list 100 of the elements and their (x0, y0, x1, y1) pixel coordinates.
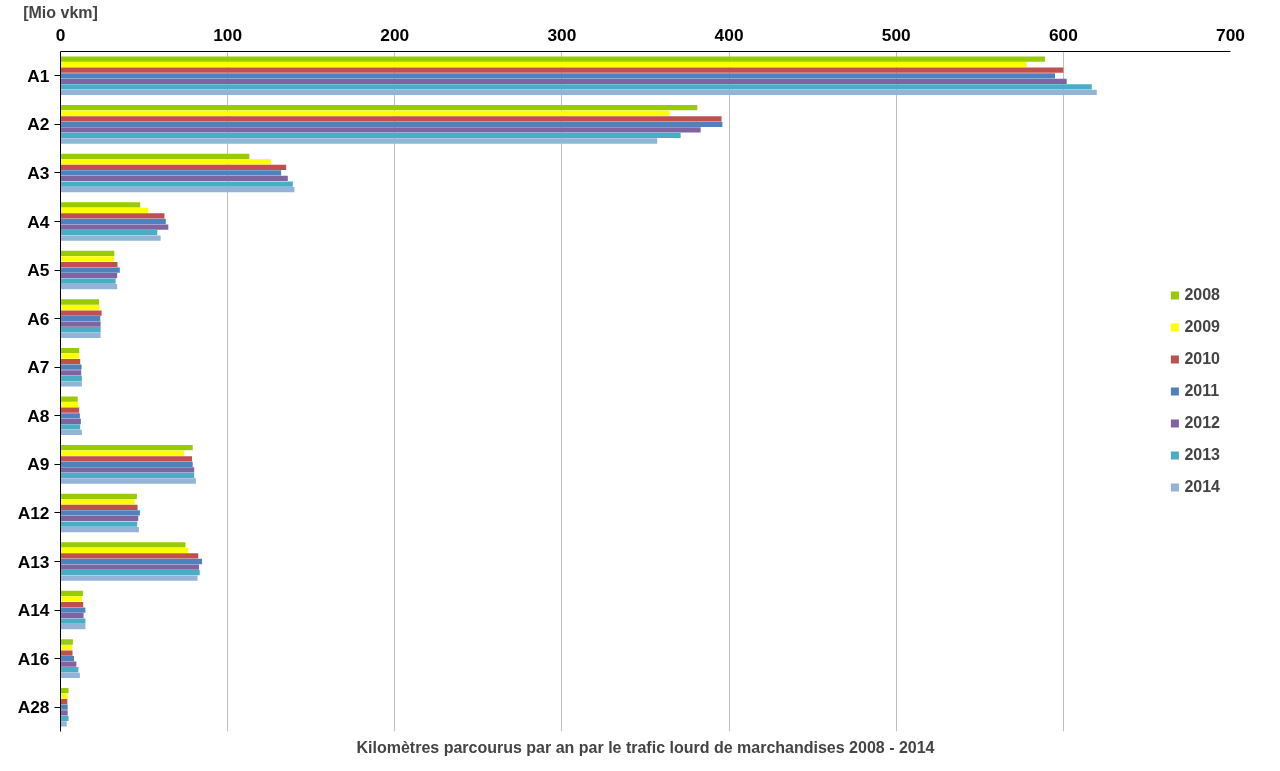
bar (60, 467, 195, 473)
y-tick-label: A2 (27, 114, 50, 135)
bar (60, 359, 81, 365)
x-tick-label: 100 (213, 24, 243, 45)
bar (60, 250, 115, 257)
bar (60, 62, 1027, 68)
bar (60, 127, 701, 133)
bar (60, 612, 84, 619)
bar (60, 256, 114, 262)
bar (60, 478, 196, 484)
bar (60, 375, 82, 381)
bar (60, 472, 195, 479)
bar (60, 56, 1045, 62)
bar (60, 672, 80, 678)
y-tick-label: A1 (27, 65, 50, 86)
x-axis-title: [Mio vkm] (23, 3, 98, 21)
legend-label: 2009 (1184, 318, 1220, 336)
bar (60, 493, 137, 499)
x-tick-label: 700 (1216, 24, 1245, 45)
bar (60, 461, 193, 467)
bar (60, 224, 169, 230)
bar (60, 710, 68, 716)
bar (60, 235, 161, 241)
legend-label: 2013 (1184, 446, 1220, 464)
bar (60, 564, 200, 570)
bar (60, 575, 198, 581)
x-tick-label: 500 (881, 24, 911, 45)
bar (60, 596, 82, 602)
bar (60, 715, 69, 721)
bar (60, 521, 138, 527)
bar (60, 504, 138, 511)
bar (60, 304, 100, 311)
bar (60, 73, 1055, 79)
bar (60, 364, 82, 370)
bar (60, 310, 102, 316)
bar (60, 704, 68, 710)
bar (60, 213, 165, 219)
y-tick-label: A7 (27, 357, 50, 378)
bar (60, 445, 193, 451)
bar (60, 424, 81, 430)
bar (60, 67, 1064, 73)
y-tick-label: A8 (27, 405, 50, 426)
bar (60, 181, 293, 187)
bar (60, 456, 193, 462)
bar (60, 138, 658, 144)
bar (60, 650, 73, 656)
bar (60, 624, 86, 630)
bar (60, 526, 139, 533)
bar (60, 693, 68, 699)
bar (60, 687, 69, 694)
bar (60, 558, 203, 565)
bar (60, 316, 101, 322)
x-tick-label: 400 (714, 24, 744, 45)
bar (60, 272, 118, 279)
bar (60, 261, 118, 268)
bar (60, 553, 199, 559)
legend-label: 2014 (1184, 478, 1220, 496)
bar (60, 353, 79, 359)
bar (60, 218, 166, 225)
bar (60, 89, 1097, 96)
legend-label: 2010 (1184, 350, 1220, 368)
bar (60, 542, 186, 548)
bar (60, 607, 86, 613)
x-tick-label: 0 (55, 24, 66, 45)
bar (60, 186, 295, 193)
text: Kilomètres parcourus par an par le trafic lourd de marchandises 2008 - 2014 (356, 738, 935, 756)
bar (60, 601, 84, 608)
bar (60, 402, 79, 408)
bar (60, 121, 723, 127)
bar (60, 327, 101, 333)
bar (60, 175, 288, 182)
bar (60, 332, 101, 338)
bar (60, 590, 83, 597)
bar (60, 299, 100, 305)
bar (60, 569, 200, 576)
legend-label: 2008 (1184, 286, 1220, 304)
bar (60, 132, 681, 139)
bar (60, 153, 250, 159)
y-tick-label: A13 (17, 551, 50, 572)
bar (60, 510, 140, 516)
bar (60, 407, 80, 413)
y-tick-label: A12 (17, 502, 50, 523)
bar (60, 413, 80, 419)
bar (60, 515, 139, 522)
bar (60, 370, 82, 376)
legend-label: 2011 (1184, 382, 1220, 400)
bar (60, 667, 79, 673)
bar (60, 159, 272, 165)
bar (60, 267, 120, 273)
bar (60, 618, 86, 624)
bar (60, 105, 698, 111)
y-tick-label: A3 (27, 162, 50, 183)
bar (60, 381, 82, 387)
bar (60, 84, 1092, 90)
bar (60, 116, 722, 122)
y-tick-label: A28 (17, 697, 50, 718)
bar (60, 321, 101, 327)
bar (60, 418, 81, 424)
x-tick-label: 300 (547, 24, 577, 45)
y-tick-label: A4 (27, 211, 50, 232)
